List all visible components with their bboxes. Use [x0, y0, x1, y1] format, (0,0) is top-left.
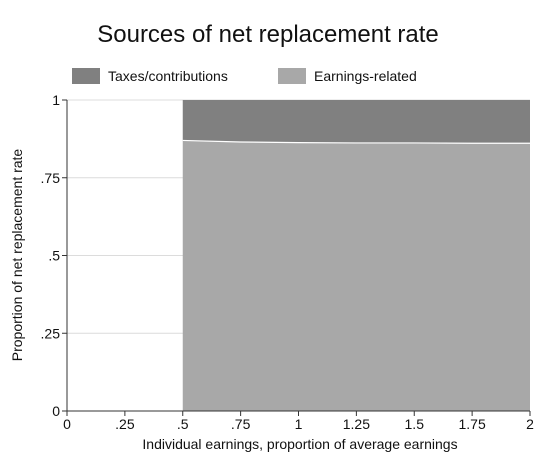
legend-swatch-taxes	[72, 68, 100, 84]
legend-label-earnings: Earnings-related	[314, 68, 417, 84]
y-axis-label: Proportion of net replacement rate	[9, 149, 25, 362]
y-tick-label-3: .75	[41, 170, 61, 186]
x-tick-label-8: 2	[526, 416, 534, 432]
y-tick-label-2: .5	[48, 248, 60, 264]
y-tick-label-0: 0	[52, 403, 60, 419]
x-tick-label-6: 1.5	[405, 416, 425, 432]
x-tick-label-1: .25	[115, 416, 135, 432]
plot-area: 0 .25 .5 .75 1 0 .25 .5 .75 1 1.25 1.5 1.75 2	[41, 92, 535, 432]
x-tick-label-2: .5	[177, 416, 189, 432]
x-tick-label-3: .75	[231, 416, 251, 432]
area-taxes-contributions	[182, 100, 530, 144]
legend-label-taxes: Taxes/contributions	[108, 68, 228, 84]
chart-title: Sources of net replacement rate	[97, 21, 439, 48]
legend: Taxes/contributions Earnings-related	[72, 68, 417, 84]
x-tick-label-5: 1.25	[343, 416, 370, 432]
y-tick-label-1: .25	[41, 325, 61, 341]
x-axis-label: Individual earnings, proportion of avera…	[142, 436, 457, 452]
x-tick-label-4: 1	[295, 416, 303, 432]
x-tick-label-0: 0	[63, 416, 71, 432]
y-tick-label-4: 1	[52, 92, 60, 108]
x-tick-label-7: 1.75	[459, 416, 486, 432]
legend-swatch-earnings	[278, 68, 306, 84]
series-boundary-line	[182, 139, 530, 144]
area-earnings-related	[182, 140, 530, 411]
